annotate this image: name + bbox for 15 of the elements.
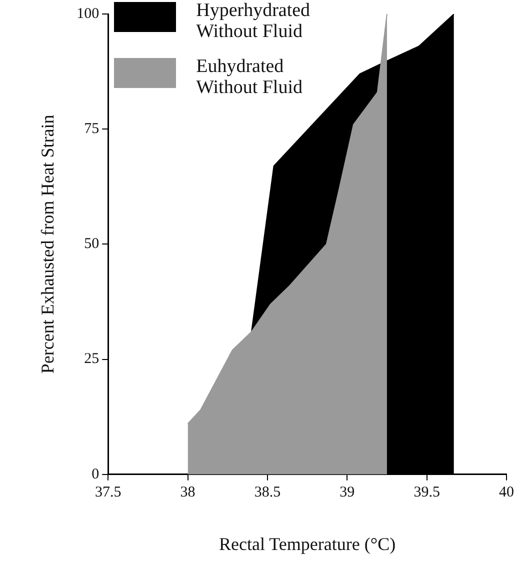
legend-label: Euhydrated Without Fluid — [196, 56, 304, 98]
y-tick-label: 25 — [84, 351, 100, 368]
legend-label: Hyperhydrated Without Fluid — [196, 0, 312, 42]
x-tick-label: 39.5 — [414, 484, 440, 500]
x-tick-label: 40 — [499, 484, 514, 500]
x-axis-title: Rectal Temperature (°C) — [219, 534, 396, 554]
y-tick-label: 0 — [92, 466, 100, 482]
x-tick-label: 37.5 — [94, 484, 122, 500]
y-tick-label: 100 — [76, 6, 100, 22]
y-tick-label: 75 — [84, 121, 100, 138]
y-tick-label: 50 — [84, 236, 100, 252]
x-tick-label: 38 — [180, 484, 196, 500]
y-axis-title: Percent Exhausted from Heat Strain — [38, 114, 58, 374]
x-tick-label: 39 — [340, 484, 355, 500]
x-tick-label: 38.5 — [254, 484, 281, 500]
